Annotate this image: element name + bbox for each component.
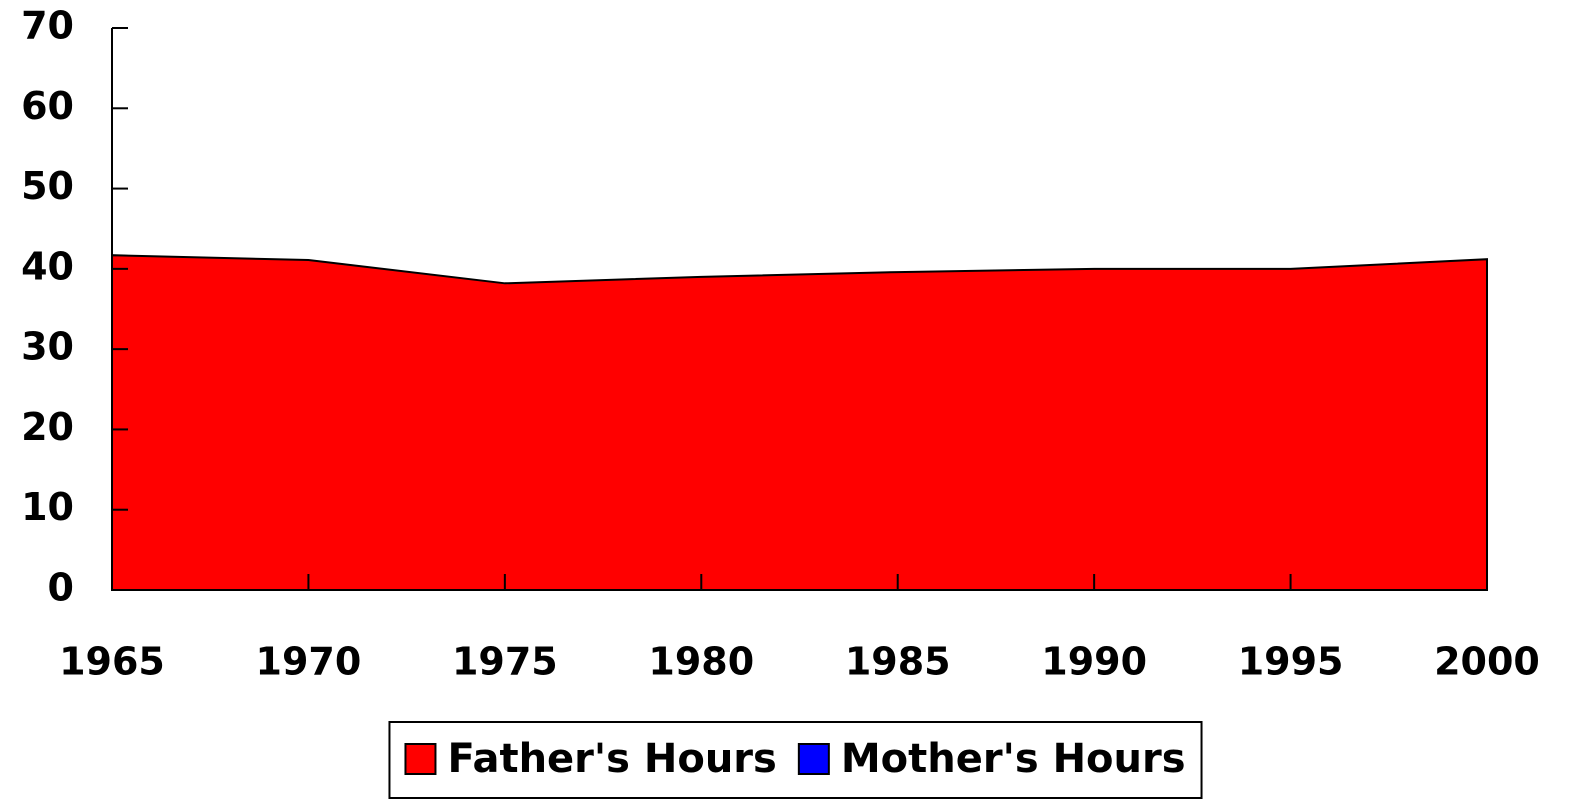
x-tick-label: 1980 bbox=[648, 640, 754, 684]
legend-label: Father's Hours bbox=[447, 736, 776, 782]
legend: Father's Hours Mother's Hours bbox=[388, 721, 1203, 799]
y-tick-label: 0 bbox=[48, 566, 74, 610]
x-tick-label: 1965 bbox=[59, 640, 165, 684]
legend-swatch bbox=[404, 743, 437, 775]
legend-label: Mother's Hours bbox=[841, 736, 1186, 782]
x-tick-label: 1985 bbox=[845, 640, 951, 684]
area bbox=[111, 254, 1488, 591]
y-tick-label: 50 bbox=[21, 164, 74, 208]
x-tick-label: 1970 bbox=[256, 640, 362, 684]
y-tick-label: 60 bbox=[21, 84, 74, 128]
x-tick-label: 1975 bbox=[452, 640, 558, 684]
y-tick-label: 30 bbox=[21, 325, 74, 369]
x-tick-label: 1995 bbox=[1238, 640, 1344, 684]
y-tick-label: 10 bbox=[21, 485, 74, 529]
legend-swatch bbox=[797, 743, 830, 775]
legend-box bbox=[388, 721, 1203, 799]
x-tick-label: 2000 bbox=[1434, 640, 1540, 684]
y-tick-label: 20 bbox=[21, 405, 74, 449]
y-tick-label: 70 bbox=[21, 4, 74, 48]
y-tick-label: 40 bbox=[21, 244, 74, 288]
x-tick-label: 1990 bbox=[1041, 640, 1147, 684]
